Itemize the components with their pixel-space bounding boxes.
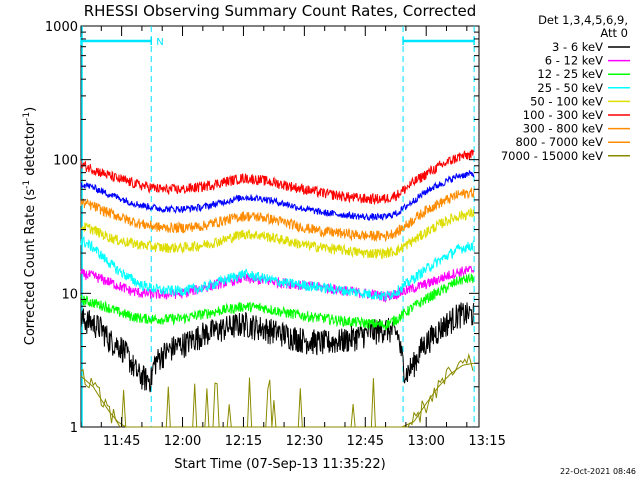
legend-label: 6 - 12 keV	[545, 54, 603, 68]
series-line	[80, 302, 475, 393]
legend-header-1: Det 1,3,4,5,6,9,	[538, 13, 628, 27]
legend-label: 12 - 25 keV	[537, 67, 603, 81]
x-axis: 11:45 12:00 12:15 12:30 12:45 13:00 13:15	[80, 26, 506, 449]
legend-label: 3 - 6 keV	[552, 40, 603, 54]
series-line	[80, 187, 475, 243]
y-tick-label: 1000	[45, 20, 78, 35]
series-line	[80, 206, 475, 260]
x-tick-label: 13:15	[468, 434, 505, 449]
x-tick-label: 11:45	[103, 434, 140, 449]
y-axis-label-main: Corrected Count Rate (s	[23, 189, 38, 346]
legend-header-2: Att 0	[600, 26, 628, 40]
x-tick-label: 12:45	[347, 434, 384, 449]
y-tick-label: 10	[61, 287, 78, 302]
series-line	[80, 169, 475, 222]
series-layer	[80, 149, 475, 428]
x-tick-label: 12:15	[225, 434, 262, 449]
legend-label: 25 - 50 keV	[537, 81, 603, 95]
legend-label: 300 - 800 keV	[523, 122, 603, 136]
y-tick-label: 100	[53, 154, 78, 169]
legend-label: 800 - 7000 keV	[515, 135, 603, 149]
x-tick-label: 12:00	[164, 434, 201, 449]
series-line	[80, 265, 475, 303]
series-line	[80, 273, 475, 331]
legend-label: 50 - 100 keV	[530, 94, 603, 108]
legend-label: 7000 - 15000 keV	[501, 149, 603, 163]
x-tick-label: 12:30	[286, 434, 323, 449]
y-axis-label-sup1: -1	[22, 180, 32, 189]
x-axis-label: Start Time (07-Sep-13 11:35:22)	[174, 457, 385, 472]
y-axis-label-mid: detector	[23, 120, 38, 180]
x-tick-label: 13:00	[407, 434, 444, 449]
series-line	[80, 235, 475, 302]
y-axis: 1 10 100 1000	[45, 20, 479, 436]
footer-date: 22-Oct-2021 08:46	[560, 467, 636, 476]
plot-frame	[80, 25, 480, 428]
series-line-low	[80, 352, 474, 428]
y-axis-label: Corrected Count Rate (s-1 detector-1)	[22, 107, 38, 345]
y-axis-label-sup2: -1	[22, 112, 32, 121]
chart-title: RHESSI Observing Summary Count Rates, Co…	[84, 2, 477, 20]
flag-bars: N	[80, 37, 475, 48]
legend-label: 100 - 300 keV	[523, 108, 603, 122]
series-line	[80, 149, 475, 206]
y-axis-label-end: )	[23, 107, 38, 112]
y-tick-label: 1	[70, 421, 78, 436]
flag-bar-label: N	[156, 37, 163, 48]
